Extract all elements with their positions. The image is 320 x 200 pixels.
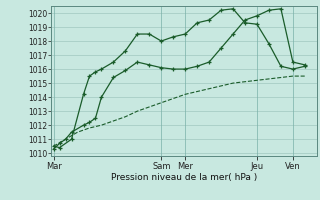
X-axis label: Pression niveau de la mer( hPa ): Pression niveau de la mer( hPa ) [111,173,257,182]
